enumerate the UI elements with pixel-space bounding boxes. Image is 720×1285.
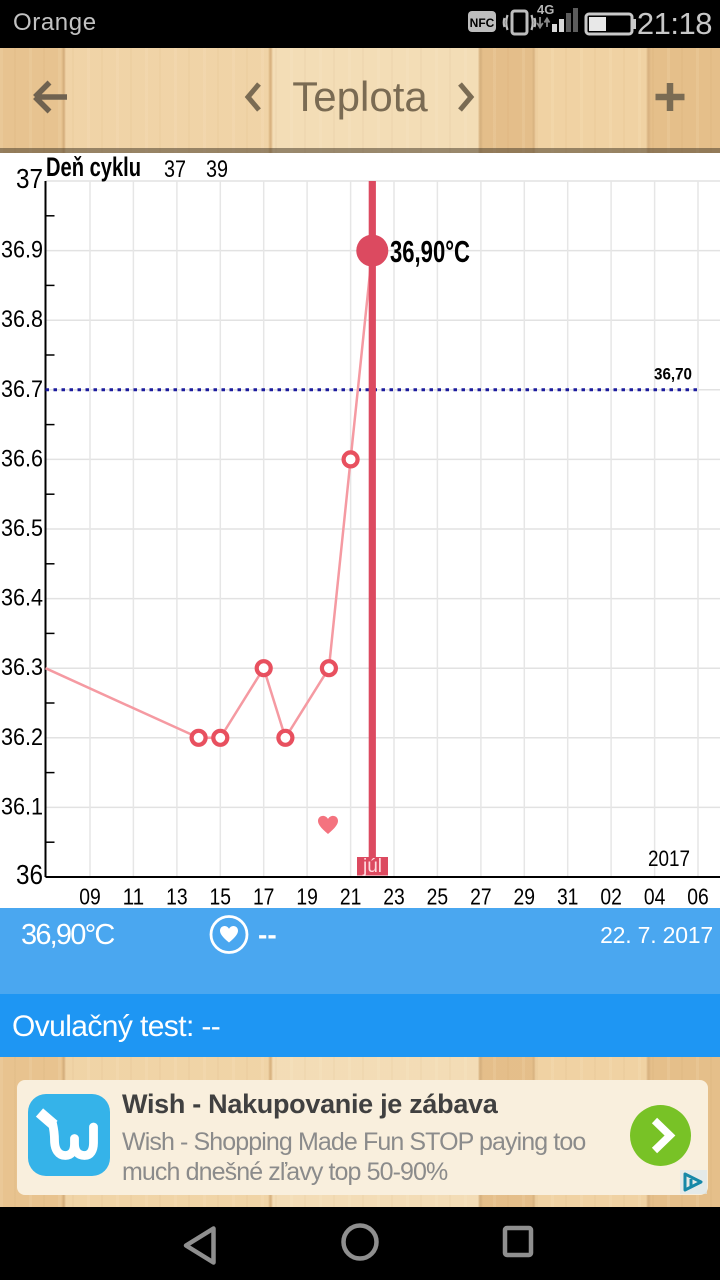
svg-text:júl: júl [362, 856, 382, 877]
svg-text:09: 09 [79, 884, 101, 909]
svg-text:02: 02 [600, 884, 622, 909]
svg-text:36: 36 [16, 859, 43, 890]
svg-text:36.8: 36.8 [1, 306, 43, 333]
svg-text:17: 17 [253, 884, 275, 909]
svg-text:31: 31 [557, 884, 579, 909]
svg-text:4G: 4G [537, 2, 554, 17]
svg-text:37: 37 [16, 163, 43, 194]
svg-text:21: 21 [340, 884, 362, 909]
svg-text:36,90°C: 36,90°C [390, 234, 470, 269]
svg-text:NFC: NFC [470, 16, 495, 30]
svg-text:36.7: 36.7 [1, 376, 43, 403]
svg-text:36.2: 36.2 [1, 724, 43, 751]
svg-text:36,70: 36,70 [654, 364, 692, 383]
svg-text:23: 23 [383, 884, 405, 909]
svg-text:15: 15 [210, 884, 232, 909]
svg-text:2017: 2017 [648, 846, 690, 871]
svg-text:04: 04 [644, 884, 666, 909]
svg-text:25: 25 [427, 884, 449, 909]
svg-text:36.4: 36.4 [1, 585, 43, 612]
svg-text:36.9: 36.9 [1, 237, 43, 264]
svg-text:19: 19 [296, 884, 318, 909]
svg-text:36.1: 36.1 [1, 793, 43, 820]
svg-text:11: 11 [123, 884, 145, 909]
svg-text:36.5: 36.5 [1, 515, 43, 542]
svg-text:13: 13 [166, 884, 188, 909]
svg-text:37: 37 [164, 156, 186, 183]
svg-text:27: 27 [470, 884, 492, 909]
svg-text:Deň cyklu: Deň cyklu [46, 153, 141, 182]
svg-text:06: 06 [687, 884, 709, 909]
svg-text:36.6: 36.6 [1, 445, 43, 472]
svg-text:29: 29 [514, 884, 536, 909]
svg-text:36.3: 36.3 [1, 654, 43, 681]
svg-text:39: 39 [206, 156, 228, 183]
